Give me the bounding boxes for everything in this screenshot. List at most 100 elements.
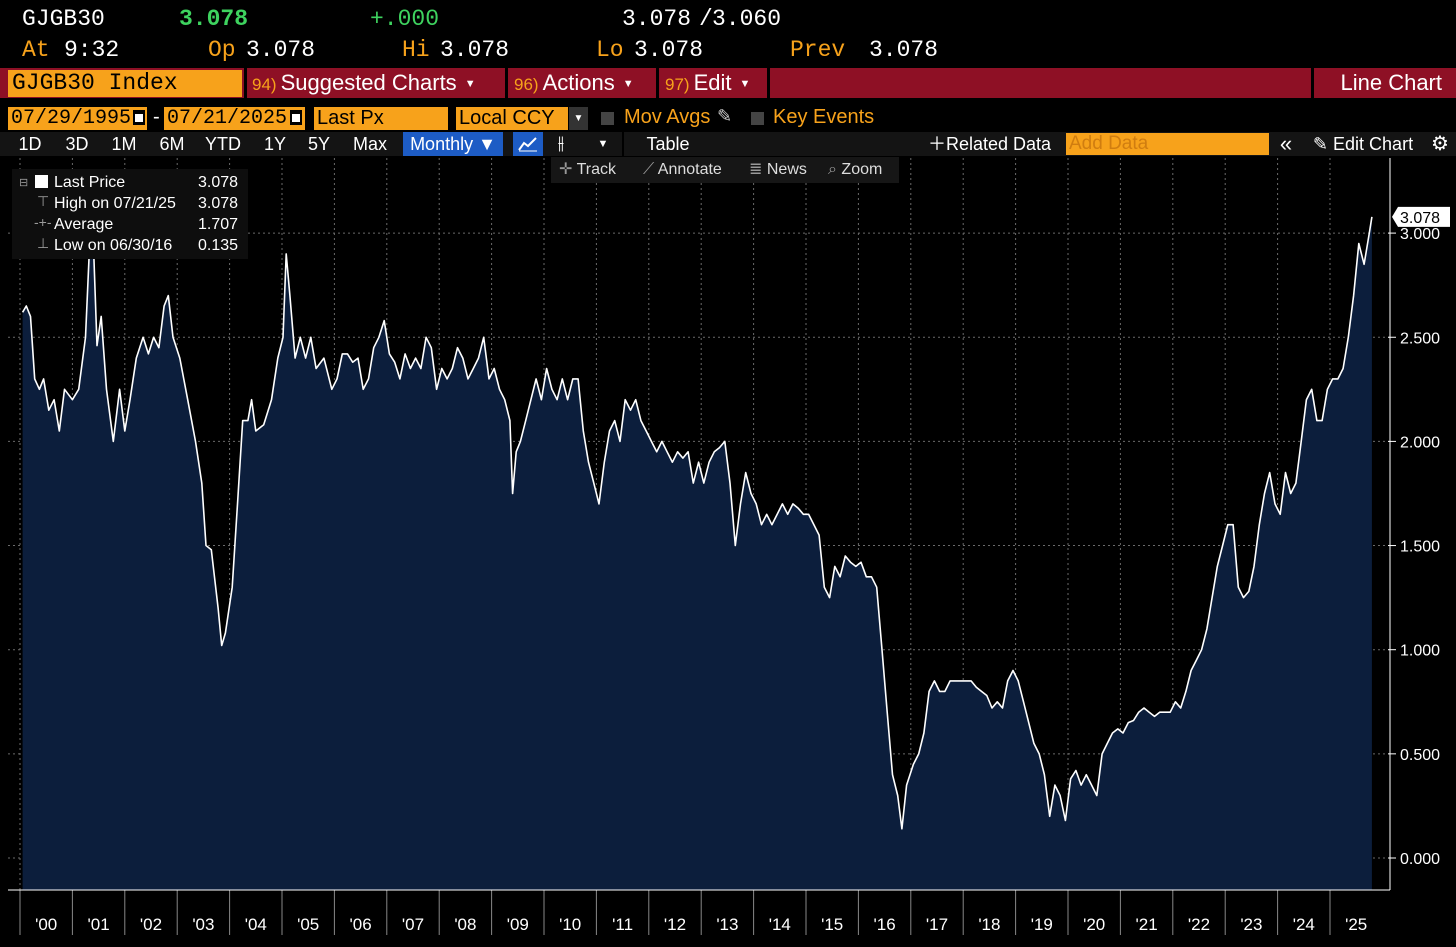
low-label: Lo [596,37,624,63]
x-tick-label: '14 [769,915,791,934]
news-button[interactable]: ≣ News [749,157,807,183]
related-data-button[interactable]: ＋Related Data [928,132,1056,156]
x-tick-label: '21 [1136,915,1158,934]
bar-chart-icon[interactable]: ⫲ [557,133,565,154]
bid-ask-separator: / [699,6,713,32]
date-separator: - [153,106,160,128]
prev-label: Prev [790,37,846,63]
add-data-input[interactable]: Add Data [1066,133,1269,155]
plus-icon: ＋ [928,134,946,154]
track-label: Track [576,161,616,178]
bid-price: 3.078 [622,6,692,32]
menu-divider [1311,68,1314,98]
collapse-icon[interactable]: « [1279,131,1293,156]
collapse-legend-icon[interactable]: ⊟ [19,177,29,189]
frequency-label: Monthly [410,134,474,154]
caret-down-icon: ▼ [464,78,476,90]
x-tick-label: '16 [874,915,896,934]
x-tick-label: '19 [1031,915,1053,934]
price-line [21,216,1373,830]
start-date-field[interactable]: 07/29/1995 [8,107,147,130]
x-tick-label: '18 [978,915,1000,934]
prev-value: 3.078 [869,37,939,63]
pencil-icon[interactable]: ✎ [717,106,733,126]
x-tick-label: '23 [1240,915,1262,934]
range-6m[interactable]: 6M [159,134,185,154]
range-5y[interactable]: 5Y [307,134,331,154]
edit-chart-label: Edit Chart [1333,134,1414,154]
track-button[interactable]: ✛ Track [559,157,616,183]
edit-chart-button[interactable]: ✎ Edit Chart [1306,132,1420,156]
news-icon: ≣ [749,161,763,178]
field-select[interactable]: Last Px [314,107,448,130]
y-tick-label: 1.500 [1400,539,1440,556]
range-max[interactable]: Max [352,134,387,154]
x-tick-label: '10 [559,915,581,934]
calendar-icon[interactable] [133,110,145,125]
high-label: Hi [402,37,430,63]
security-field[interactable]: GJGB30 Index [8,70,242,97]
x-tick-label: '07 [402,915,424,934]
x-tick-label: '11 [612,915,633,934]
menu-divider [505,68,508,98]
y-tick-label: 2.000 [1400,434,1440,451]
range-1y[interactable]: 1Y [263,134,287,154]
price-change: +.000 [370,6,440,32]
toolbar-divider [622,132,624,156]
legend-high-label: High on 07/21/25 [54,195,176,212]
high-value: 3.078 [440,37,510,63]
legend-low-label: Low on 06/30/16 [54,237,173,254]
frequency-select[interactable]: Monthly ▼ [403,132,503,156]
at-label: At [22,37,50,63]
menu-divider [656,68,659,98]
caret-down-icon: ▼ [739,78,751,90]
pen-icon: ⟋ [643,161,655,178]
x-tick-label: '22 [1188,915,1210,934]
magnifier-icon: ⌕ [828,161,837,178]
line-chart-icon[interactable] [513,132,543,156]
calendar-icon[interactable] [290,110,302,125]
chart-tools-bar [551,157,899,183]
legend-avg-label: Average [54,216,114,233]
x-tick-label: '01 [88,915,110,934]
range-ytd[interactable]: YTD [205,134,241,154]
chart-style-dropdown-icon[interactable]: ▼ [597,138,609,150]
annotate-label: Annotate [657,161,722,178]
price-area [22,216,1372,890]
open-value: 3.078 [246,37,316,63]
zoom-button[interactable]: ⌕ Zoom [828,157,882,183]
annotate-button[interactable]: ⟋ Annotate [643,157,722,183]
x-tick-label: '04 [245,915,267,934]
currency-select[interactable]: Local CCY [456,107,568,130]
range-1m[interactable]: 1M [111,134,137,154]
series-swatch [35,175,48,188]
ask-price: 3.060 [712,6,782,32]
gear-icon[interactable]: ⚙ [1431,133,1449,155]
range-1d[interactable]: 1D [18,134,42,154]
key-events-checkbox[interactable] [751,112,764,125]
low-marker-icon: ⊥ [37,235,50,251]
menu-divider [767,68,770,98]
x-tick-label: '13 [716,915,738,934]
range-3d[interactable]: 3D [65,134,89,154]
key-events-label: Key Events [773,106,875,128]
x-tick-label: '05 [297,915,319,934]
y-tick-label: 1.000 [1400,643,1440,660]
news-label: News [766,161,807,178]
currency-dropdown-icon[interactable]: ▼ [569,107,588,130]
y-tick-label: 2.500 [1400,330,1440,347]
x-tick-label: '15 [821,915,843,934]
chart-type-label[interactable]: Line Chart [1340,70,1442,95]
mov-avgs-checkbox[interactable] [601,112,614,125]
crosshair-icon: ✛ [559,161,573,178]
table-button[interactable]: Table [646,134,690,154]
menu-bar [0,68,1456,98]
suggested-charts-menu[interactable]: 94) Suggested Charts ▼ [252,68,476,98]
edit-menu[interactable]: 97) Edit ▼ [665,68,750,98]
y-tick-label: 0.000 [1400,851,1440,868]
end-date-field[interactable]: 07/21/2025 [164,107,305,130]
actions-menu[interactable]: 96) Actions ▼ [514,68,634,98]
x-tick-label: '09 [507,915,529,934]
legend-last-label: Last Price [54,174,126,191]
